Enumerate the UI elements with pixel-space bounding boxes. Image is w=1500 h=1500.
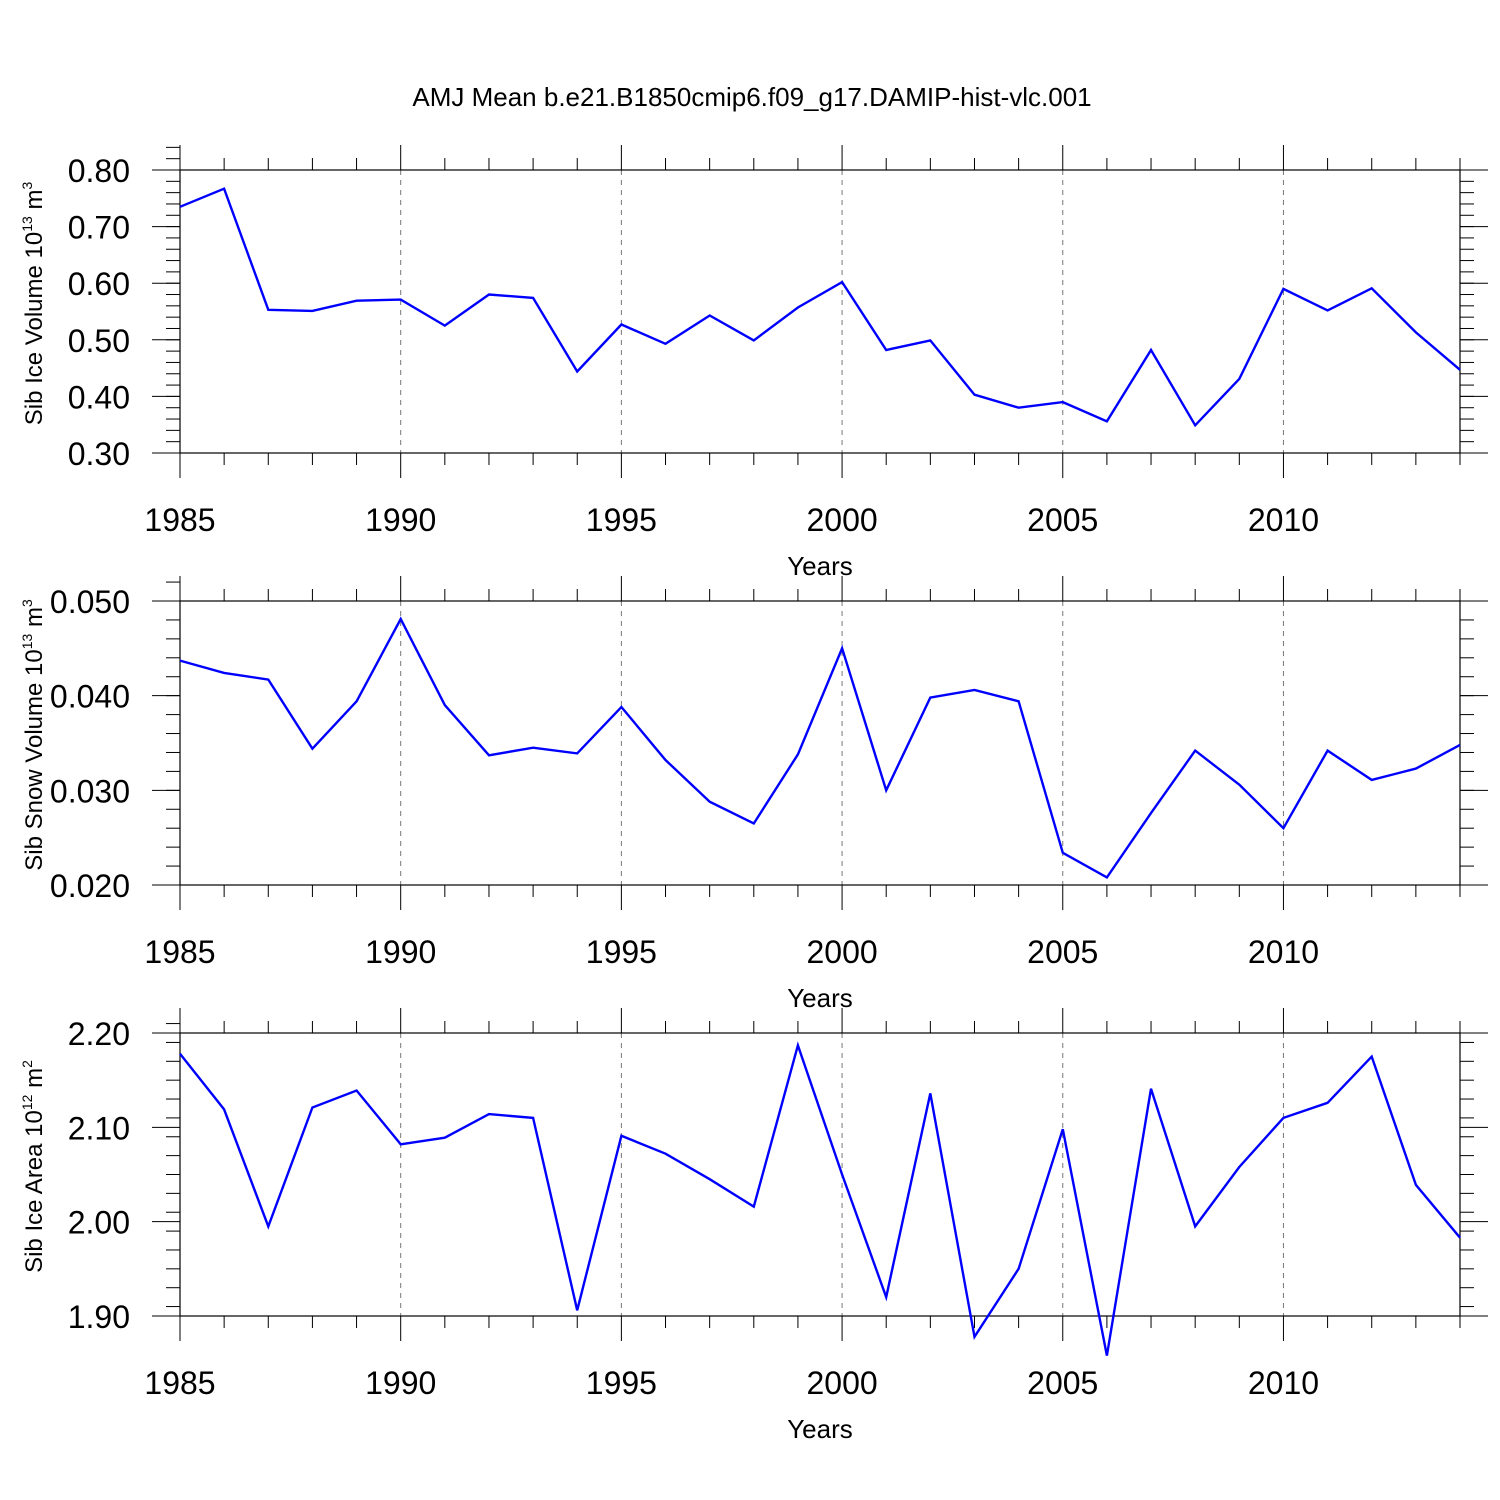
snow-volume-xtick-label: 2010	[1248, 934, 1319, 970]
ice-volume-series-line	[179, 187, 1461, 428]
snow-volume-xtick-label: 2000	[806, 934, 877, 970]
ice-area-plot-frame	[179, 1032, 1461, 1317]
ice-area-xaxis-title: Years	[787, 1414, 853, 1444]
ice-volume-xtick-label: 1990	[365, 502, 436, 538]
ice-volume-panel: 1985 1990 1995 2000 2005 2010 0.30 0.40 0.50 0.60…	[19, 145, 1488, 581]
ice-volume-ytick-label: 0.50	[68, 323, 130, 359]
snow-volume-series-line	[179, 616, 1461, 879]
ice-volume-ytick-label: 0.70	[68, 210, 130, 246]
ice-volume-xtick-label: 2000	[806, 502, 877, 538]
ice-area-yaxis-title-unit: m	[21, 1068, 48, 1095]
ice-area-xtick-label: 1985	[144, 1365, 215, 1401]
ice-area-yaxis-title-exponent: 12	[19, 1094, 35, 1110]
ice-volume-xtick-label: 2010	[1248, 502, 1319, 538]
snow-volume-xtick-label: 1995	[586, 934, 657, 970]
ice-volume-yaxis-title-text: Sib Ice Volume 10	[21, 232, 48, 425]
snow-volume-yaxis-title: Sib Snow Volume 1013 m3	[19, 599, 48, 871]
snow-volume-plot-frame	[179, 600, 1461, 886]
ice-volume-yaxis-title-exponent: 13	[19, 216, 35, 232]
ice-volume-yaxis-title-unit-exponent: 3	[19, 182, 35, 190]
snow-volume-panel: 1985 1990 1995 2000 2005 2010 0.020 0.030 0.040 0…	[19, 576, 1488, 1013]
ice-volume-xtick-label: 2005	[1027, 502, 1098, 538]
ice-area-xtick-label: 1995	[586, 1365, 657, 1401]
ice-volume-ytick-label: 0.30	[68, 436, 130, 472]
snow-volume-yaxis-title-text: Sib Snow Volume 10	[21, 649, 48, 870]
snow-volume-xtick-label: 1985	[144, 934, 215, 970]
snow-volume-xtick-label: 2005	[1027, 934, 1098, 970]
ice-volume-yaxis-title: Sib Ice Volume 1013 m3	[19, 182, 48, 426]
ice-volume-ytick-label: 0.40	[68, 379, 130, 415]
ice-area-xtick-label: 2010	[1248, 1365, 1319, 1401]
snow-volume-ytick-label: 0.030	[50, 773, 130, 809]
ice-volume-xtick-label: 1985	[144, 502, 215, 538]
snow-volume-yaxis-title-unit: m	[21, 607, 48, 634]
ice-area-ytick-label: 1.90	[68, 1299, 130, 1335]
ice-area-yaxis-title: Sib Ice Area 1012 m2	[19, 1060, 48, 1273]
ice-area-series-line	[179, 1041, 1461, 1356]
ice-area-panel: 1985 1990 1995 2000 2005 2010 1.90 2.00 2.10 2.20…	[19, 1008, 1488, 1444]
ice-area-yaxis-title-unit-exponent: 2	[19, 1060, 35, 1068]
snow-volume-ytick-label: 0.020	[50, 868, 130, 904]
ice-volume-xaxis-title: Years	[787, 551, 853, 581]
ice-area-ytick-label: 2.20	[68, 1016, 130, 1052]
ice-area-ytick-label: 2.00	[68, 1205, 130, 1241]
ice-area-ytick-label: 2.10	[68, 1110, 130, 1146]
ice-area-xtick-label: 1990	[365, 1365, 436, 1401]
ice-volume-plot-frame	[179, 169, 1461, 454]
snow-volume-yaxis-title-exponent: 13	[19, 633, 35, 649]
ice-volume-yaxis-title-unit: m	[21, 190, 48, 217]
ice-area-yaxis-title-text: Sib Ice Area 10	[21, 1110, 48, 1273]
snow-volume-xaxis-title: Years	[787, 983, 853, 1013]
ice-volume-ytick-label: 0.60	[68, 266, 130, 302]
snow-volume-ytick-label: 0.050	[50, 584, 130, 620]
snow-volume-xtick-label: 1990	[365, 934, 436, 970]
figure-title: AMJ Mean b.e21.B1850cmip6.f09_g17.DAMIP-…	[412, 82, 1091, 112]
snow-volume-ytick-label: 0.040	[50, 679, 130, 715]
ice-area-xtick-label: 2005	[1027, 1365, 1098, 1401]
ice-area-xtick-label: 2000	[806, 1365, 877, 1401]
ice-volume-xtick-label: 1995	[586, 502, 657, 538]
ice-volume-ytick-label: 0.80	[68, 153, 130, 189]
snow-volume-yaxis-title-unit-exponent: 3	[19, 599, 35, 607]
